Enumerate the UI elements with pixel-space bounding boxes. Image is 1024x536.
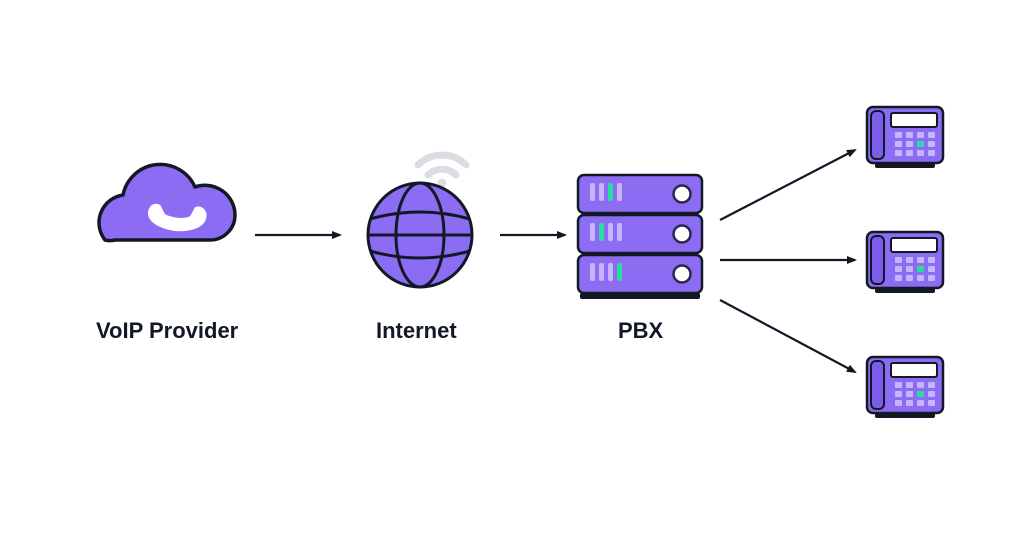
arrow-pbx-phone1 [720,150,855,220]
label-voip-provider: VoIP Provider [96,318,238,344]
desk-phone-icon [867,107,943,168]
diagram-svg [0,0,1024,536]
label-internet: Internet [376,318,457,344]
label-pbx: PBX [618,318,663,344]
server-stack-icon [578,175,702,299]
globe-wifi-icon [368,155,472,287]
voip-pbx-diagram: VoIP Provider Internet PBX [0,0,1024,536]
desk-phone-icon [867,357,943,418]
desk-phone-icon [867,232,943,293]
cloud-phone-icon [99,164,235,248]
edges [255,150,855,372]
arrow-pbx-phone3 [720,300,855,372]
